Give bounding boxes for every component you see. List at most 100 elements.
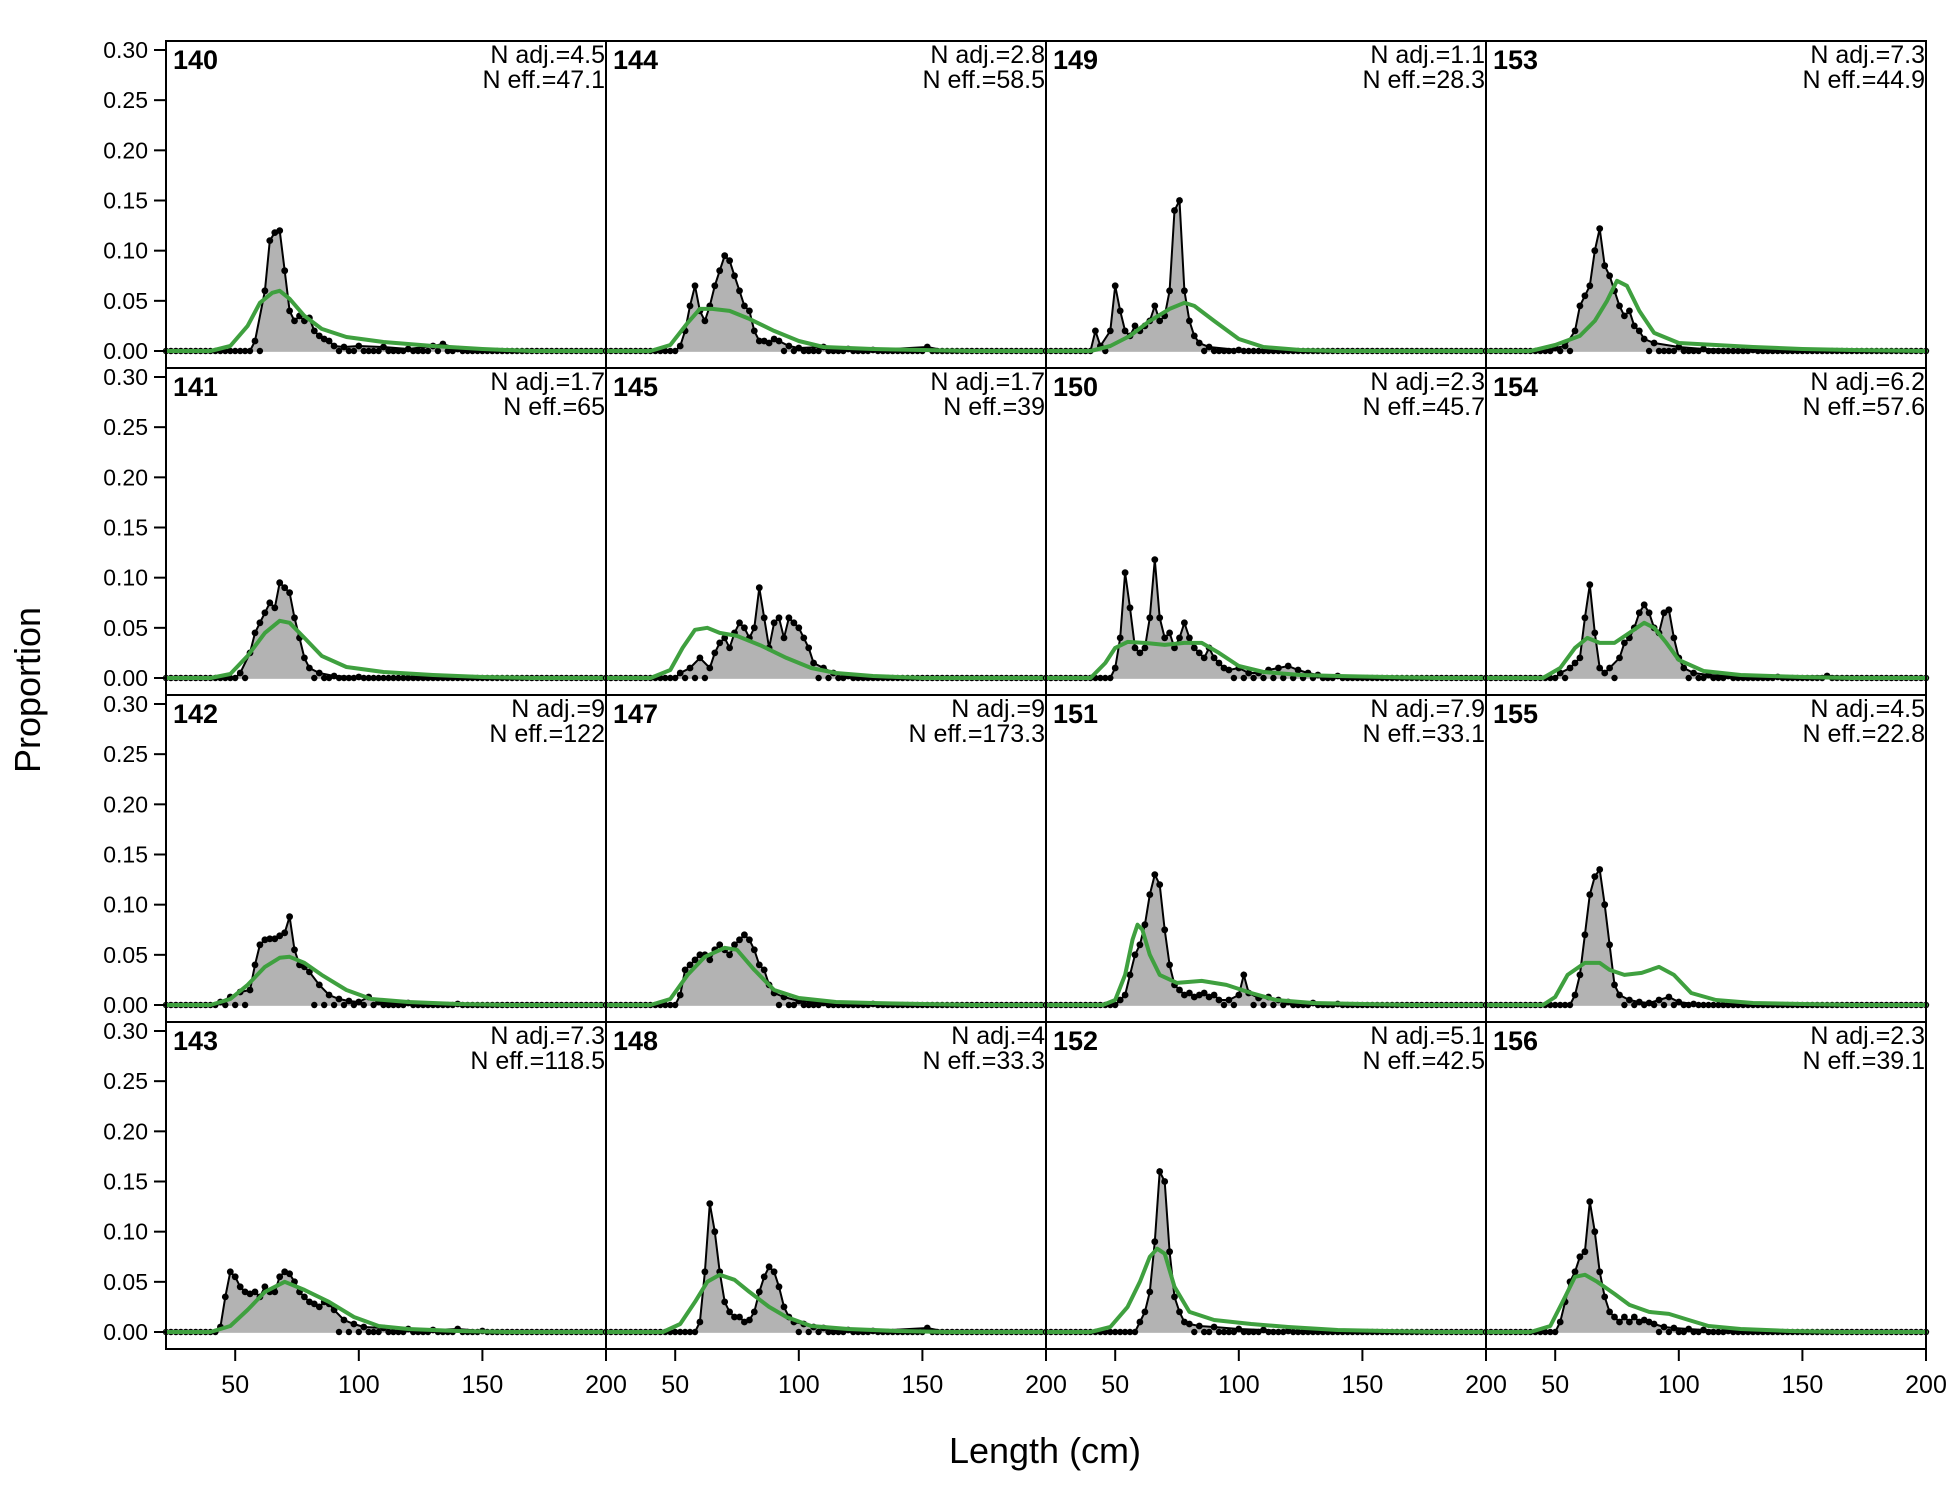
observed-point <box>1670 1324 1678 1332</box>
zero-point <box>360 347 367 355</box>
observed-point <box>380 343 387 351</box>
observed-point <box>266 599 274 607</box>
observed-point <box>726 951 733 959</box>
zero-point <box>365 1328 372 1336</box>
observed-point <box>1106 327 1114 335</box>
zero-point <box>810 347 817 355</box>
zero-point <box>1621 1001 1628 1009</box>
zero-point <box>370 1328 377 1336</box>
n-adj-label: N adj.=4.5 <box>1810 695 1925 723</box>
zero-point <box>686 1328 694 1336</box>
observed-point <box>1655 996 1663 1004</box>
observed-point <box>306 968 313 976</box>
y-tick-label: 0.20 <box>103 1118 148 1144</box>
zero-point <box>1725 1001 1732 1009</box>
observed-point <box>676 342 684 350</box>
zero-point <box>1250 1328 1257 1336</box>
zero-point <box>662 674 669 682</box>
observed-point <box>1146 614 1154 622</box>
observed-point <box>325 991 333 999</box>
observed-point <box>1700 1326 1707 1334</box>
panel-148: 148 N adj.=4N eff.=33.3 <box>602 1021 1050 1350</box>
observed-point <box>276 579 284 587</box>
observed-point <box>286 913 293 921</box>
observed-point <box>706 664 714 672</box>
panel-141: 141 N adj.=1.7N eff.=65 <box>162 367 610 696</box>
zero-point <box>1557 347 1564 355</box>
zero-point <box>1552 1001 1559 1009</box>
observed-point <box>1210 991 1218 999</box>
zero-point <box>1561 674 1569 682</box>
observed-point <box>301 1293 308 1301</box>
observed-line <box>166 916 606 1006</box>
zero-point <box>1710 1328 1717 1336</box>
observed-line <box>1046 559 1486 679</box>
y-tick-label: 0.15 <box>103 1169 148 1195</box>
observed-point <box>1156 881 1164 888</box>
zero-point <box>790 347 798 355</box>
zero-point <box>345 347 353 355</box>
observed-point <box>731 941 738 949</box>
zero-point <box>1102 674 1109 682</box>
zero-point <box>1631 1001 1638 1009</box>
zero-point <box>1655 1328 1663 1336</box>
observed-area <box>1046 559 1486 678</box>
zero-point <box>365 347 372 355</box>
zero-point <box>1734 347 1742 355</box>
n-adj-label: N adj.=2.8 <box>930 41 1045 69</box>
observed-point <box>1171 1293 1178 1301</box>
observed-point <box>1581 614 1589 622</box>
observed-point <box>1156 1168 1164 1175</box>
zero-point <box>1641 1001 1648 1009</box>
observed-point <box>686 302 694 310</box>
observed-line <box>1486 866 1926 1006</box>
n-eff-label: N eff.=173.3 <box>909 720 1045 748</box>
zero-point <box>1220 1328 1228 1336</box>
observed-point <box>1675 343 1683 351</box>
observed-point <box>1131 322 1139 330</box>
observed-point <box>1176 986 1183 994</box>
zero-point <box>1121 1328 1129 1336</box>
expected-line <box>164 288 608 353</box>
observed-point <box>261 609 269 617</box>
n-eff-label: N eff.=122 <box>489 720 605 748</box>
panel-border <box>1485 1021 1927 1350</box>
observed-line <box>1486 228 1926 352</box>
x-tick-label: 50 <box>1541 1371 1569 1399</box>
observed-point <box>236 669 244 677</box>
observed-point <box>1121 569 1129 576</box>
observed-point <box>746 1316 753 1324</box>
observed-point <box>1186 634 1193 642</box>
observed-point <box>1616 302 1623 310</box>
observed-point <box>1606 1308 1613 1316</box>
observed-point <box>335 995 343 1003</box>
observed-point <box>1141 1308 1149 1316</box>
observed-point <box>1141 644 1149 652</box>
observed-point <box>1690 669 1697 677</box>
zero-point <box>825 347 832 355</box>
zero-point <box>1205 1328 1213 1336</box>
zero-point <box>1260 674 1267 682</box>
zero-point <box>335 1328 343 1336</box>
observed-line <box>1486 584 1926 679</box>
panel-145: 145 N adj.=1.7N eff.=39 <box>602 367 1050 696</box>
zero-point <box>390 674 397 682</box>
zero-point <box>1112 1001 1119 1009</box>
observed-point <box>1210 1323 1218 1331</box>
panel-156: 156 N adj.=2.3N eff.=39.1 <box>1482 1021 1930 1350</box>
observed-point <box>775 614 783 622</box>
zero-point <box>345 674 353 682</box>
observed-point <box>266 237 274 245</box>
zero-point <box>1107 674 1114 682</box>
zero-point <box>1280 674 1287 682</box>
observed-point <box>271 604 279 612</box>
observed-point <box>1586 282 1594 290</box>
observed-line <box>606 253 1046 352</box>
panel-144: 144 N adj.=2.8N eff.=58.5 <box>602 40 1050 369</box>
observed-point <box>1571 991 1579 999</box>
observed-point <box>1601 669 1609 677</box>
observed-point <box>1626 1318 1633 1326</box>
zero-point <box>256 347 264 355</box>
observed-point <box>1611 981 1618 989</box>
